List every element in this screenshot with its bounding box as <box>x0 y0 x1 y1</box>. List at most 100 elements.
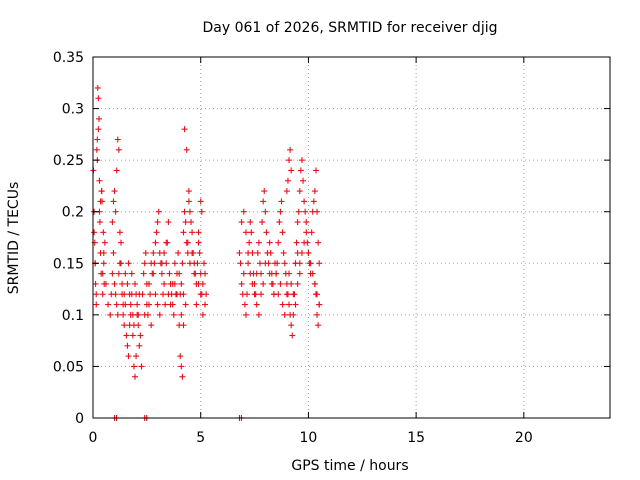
data-point <box>312 291 319 298</box>
data-point <box>290 311 297 318</box>
data-point <box>99 270 106 277</box>
data-point <box>132 280 139 287</box>
data-point <box>276 219 283 226</box>
data-point <box>248 229 255 236</box>
data-point <box>165 219 172 226</box>
data-point <box>277 280 284 287</box>
data-point <box>197 291 204 298</box>
data-point <box>136 342 143 349</box>
data-point <box>283 188 290 195</box>
data-point <box>288 167 295 174</box>
data-point <box>307 260 314 267</box>
data-point <box>237 260 244 267</box>
data-point <box>294 280 301 287</box>
data-point <box>238 280 245 287</box>
data-point <box>110 198 117 205</box>
data-point <box>98 188 105 195</box>
data-point <box>203 291 210 298</box>
data-point <box>152 239 159 246</box>
data-point <box>293 239 300 246</box>
data-point <box>261 188 268 195</box>
data-point <box>283 291 290 298</box>
data-point <box>94 136 101 143</box>
data-point <box>202 301 209 308</box>
data-point <box>314 208 321 215</box>
data-point <box>195 280 202 287</box>
tick-labels: 0 0.05 0.1 0.15 0.2 0.25 0.3 0.35 0 5 10 15 20 <box>53 50 533 446</box>
data-point <box>127 301 134 308</box>
data-point <box>189 249 196 256</box>
x-tick-label: 5 <box>196 430 205 446</box>
data-point <box>134 301 141 308</box>
data-point <box>113 167 120 174</box>
data-point <box>156 311 163 318</box>
y-tick-label: 0.2 <box>62 205 84 221</box>
data-point <box>279 301 286 308</box>
data-point <box>274 260 281 267</box>
y-tick-label: 0.3 <box>62 102 84 118</box>
data-point <box>294 219 301 226</box>
data-point <box>100 249 107 256</box>
data-point <box>290 291 297 298</box>
grid-lines <box>93 57 610 418</box>
data-point <box>91 229 98 236</box>
y-tick-label: 0.25 <box>53 153 84 169</box>
data-point <box>242 229 249 236</box>
data-point <box>96 115 103 122</box>
data-point <box>182 301 189 308</box>
data-point <box>298 157 305 164</box>
data-point <box>280 249 287 256</box>
data-point <box>297 167 304 174</box>
data-point <box>175 249 182 256</box>
data-point <box>260 198 267 205</box>
x-axis-label: GPS time / hours <box>291 458 408 474</box>
data-point <box>122 301 129 308</box>
data-point <box>189 229 196 236</box>
data-point <box>266 239 273 246</box>
data-point <box>143 301 150 308</box>
data-point <box>129 332 136 339</box>
data-point <box>93 146 100 153</box>
data-point <box>247 219 254 226</box>
data-point <box>196 249 203 256</box>
data-point <box>241 301 248 308</box>
data-point <box>253 301 260 308</box>
x-tick-label: 20 <box>515 430 533 446</box>
data-point <box>184 239 191 246</box>
data-point <box>314 311 321 318</box>
data-point <box>94 84 101 91</box>
data-point <box>238 219 245 226</box>
data-point <box>181 126 188 133</box>
data-point <box>163 239 170 246</box>
data-point <box>147 291 154 298</box>
data-point <box>125 353 132 360</box>
data-point <box>303 219 310 226</box>
data-point <box>132 373 139 380</box>
data-point <box>301 239 308 246</box>
data-point <box>202 270 209 277</box>
data-point <box>96 177 103 184</box>
data-point <box>236 249 243 256</box>
x-tick-label: 0 <box>89 430 98 446</box>
data-point <box>119 280 126 287</box>
data-point <box>289 332 296 339</box>
data-point <box>111 188 118 195</box>
data-point <box>195 229 202 236</box>
data-point <box>141 260 148 267</box>
data-point <box>152 291 159 298</box>
data-point <box>245 249 252 256</box>
data-point <box>169 280 176 287</box>
data-point <box>286 157 293 164</box>
data-point <box>150 270 157 277</box>
data-point <box>148 322 155 329</box>
data-point <box>120 311 127 318</box>
data-point <box>148 260 155 267</box>
data-point <box>112 208 119 215</box>
data-point <box>308 229 315 236</box>
data-point <box>193 301 200 308</box>
data-point <box>115 146 122 153</box>
data-point <box>180 229 187 236</box>
data-point <box>112 291 119 298</box>
data-point <box>166 270 173 277</box>
data-point <box>281 260 288 267</box>
